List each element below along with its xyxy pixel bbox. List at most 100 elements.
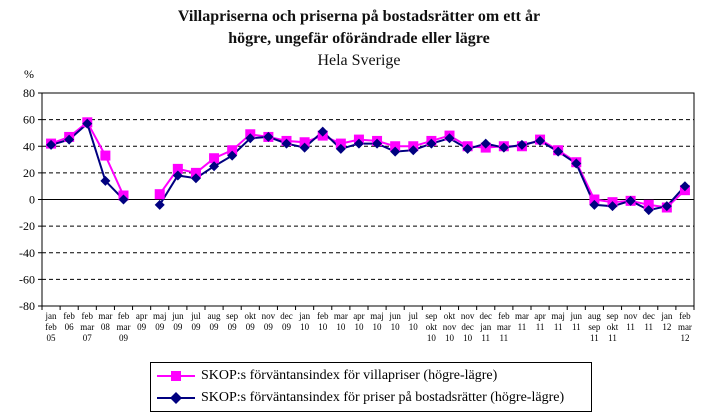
data-point-bostadsratter xyxy=(154,199,165,210)
y-tick-label: -80 xyxy=(19,299,35,313)
x-tick-label: dec 09 xyxy=(280,311,293,332)
data-point-villapriser xyxy=(100,150,111,161)
x-tick-label: feb 06 xyxy=(63,311,75,332)
axes: -80 -60 -40 -20 0 20 40 60 80% jan feb 05 feb 06 feb ma… xyxy=(19,67,695,343)
data-point-bostadsratter xyxy=(64,134,75,145)
series-markers xyxy=(46,117,690,216)
x-tick-label: okt nov 10 xyxy=(443,311,457,343)
data-point-bostadsratter xyxy=(679,181,690,192)
x-tick-label: jan feb 05 xyxy=(45,311,58,343)
y-axis-label: % xyxy=(24,67,34,81)
x-tick-label: jul 09 xyxy=(190,311,201,332)
x-tick-label: maj 10 xyxy=(370,311,384,332)
data-point-bostadsratter xyxy=(372,138,383,149)
data-point-bostadsratter xyxy=(480,138,491,149)
data-point-bostadsratter xyxy=(516,139,527,150)
x-tick-label: apr 10 xyxy=(353,311,365,332)
legend-item-villapriser: SKOP:s förväntansindex för villapriser (… xyxy=(157,366,497,386)
x-tick-label: jun 10 xyxy=(388,311,401,332)
y-tick-label: 0 xyxy=(29,193,35,207)
y-tick-label: 80 xyxy=(23,86,35,100)
data-point-villapriser xyxy=(589,194,600,205)
legend-label-villapriser: SKOP:s förväntansindex för villapriser (… xyxy=(201,368,498,383)
y-tick-label: -40 xyxy=(19,246,35,260)
x-tick-label: apr 09 xyxy=(136,311,148,332)
data-point-bostadsratter xyxy=(462,143,473,154)
y-tick-label: -20 xyxy=(19,219,35,233)
x-tick-label: feb mar 12 xyxy=(678,311,692,343)
x-tick-label: nov dec 10 xyxy=(461,311,475,343)
data-point-villapriser xyxy=(209,153,220,164)
data-point-bostadsratter xyxy=(172,170,183,181)
x-tick-label: feb mar 07 xyxy=(80,311,94,343)
data-point-bostadsratter xyxy=(227,150,238,161)
chart-title-line-2: högre, ungefär oförändrade eller lägre xyxy=(228,30,490,47)
x-tick-label: mar 08 xyxy=(98,311,112,332)
x-tick-label: aug sep 11 xyxy=(588,311,601,343)
data-point-bostadsratter xyxy=(317,126,328,137)
chart-title-line-3: Hela Sverige xyxy=(317,52,401,69)
x-tick-label: sep okt 11 xyxy=(607,311,619,343)
x-tick-label: apr 11 xyxy=(534,311,546,332)
data-point-bostadsratter xyxy=(408,145,419,156)
data-point-bostadsratter xyxy=(281,138,292,149)
x-tick-label: jan 10 xyxy=(298,311,310,332)
data-point-bostadsratter xyxy=(535,135,546,146)
data-point-bostadsratter xyxy=(299,142,310,153)
legend-label-bostadsratter: SKOP:s förväntansindex för priser på bos… xyxy=(201,390,565,405)
data-point-bostadsratter xyxy=(426,138,437,149)
x-tick-label: jun 11 xyxy=(570,311,583,332)
data-point-villapriser xyxy=(335,138,346,149)
x-tick-label: maj 09 xyxy=(153,311,167,332)
series-line-bostadsratter-part-1 xyxy=(50,121,125,201)
data-point-bostadsratter xyxy=(100,175,111,186)
x-tick-label: sep 09 xyxy=(226,311,238,332)
series-line-villapriser-part-2 xyxy=(158,133,686,209)
data-point-bostadsratter xyxy=(625,195,636,206)
series-line-villapriser-part-1 xyxy=(50,120,125,196)
x-tick-label: dec 11 xyxy=(642,311,655,332)
data-point-villapriser xyxy=(172,163,183,174)
data-point-bostadsratter xyxy=(190,173,201,184)
y-tick-label: -60 xyxy=(19,272,35,286)
x-tick-label: mar 10 xyxy=(334,311,348,332)
x-tick-label: jan 12 xyxy=(660,311,672,332)
y-tick-label: 20 xyxy=(23,166,35,180)
legend-item-bostadsratter: SKOP:s förväntansindex för priser på bos… xyxy=(157,388,564,408)
x-tick-label: aug 09 xyxy=(208,311,221,332)
data-point-bostadsratter xyxy=(553,146,564,157)
x-tick-label: mar 11 xyxy=(515,311,529,332)
data-point-bostadsratter xyxy=(335,143,346,154)
data-point-bostadsratter xyxy=(643,205,654,216)
data-point-bostadsratter xyxy=(245,133,256,144)
x-tick-label: okt 09 xyxy=(245,311,257,332)
data-point-bostadsratter xyxy=(444,133,455,144)
data-point-bostadsratter xyxy=(46,139,57,150)
data-point-villapriser xyxy=(643,199,654,210)
chart-title-line-1: Villapriserna och priserna på bostadsrät… xyxy=(177,8,541,25)
data-point-bostadsratter xyxy=(661,201,672,212)
data-point-bostadsratter xyxy=(498,142,509,153)
data-point-bostadsratter xyxy=(118,194,129,205)
data-point-bostadsratter xyxy=(607,201,618,212)
legend-swatch-square-icon xyxy=(157,369,195,383)
data-point-bostadsratter xyxy=(82,118,93,129)
gridlines xyxy=(42,119,694,280)
x-tick-label: sep okt 10 xyxy=(425,311,437,343)
x-tick-label: feb mar 11 xyxy=(497,311,511,343)
data-point-bostadsratter xyxy=(209,161,220,172)
legend: SKOP:s förväntansindex för villapriser (… xyxy=(150,362,592,412)
x-tick-label: maj 11 xyxy=(551,311,565,332)
data-point-bostadsratter xyxy=(353,138,364,149)
data-point-villapriser xyxy=(390,141,401,152)
x-tick-label: jul 10 xyxy=(408,311,419,332)
data-point-villapriser xyxy=(227,145,238,156)
data-point-villapriser xyxy=(190,167,201,178)
x-tick-label: nov 11 xyxy=(624,311,638,332)
legend-swatch-diamond-icon xyxy=(157,391,195,405)
x-tick-label: jun 09 xyxy=(171,311,184,332)
y-tick-label: 40 xyxy=(23,139,35,153)
x-tick-label: dec jan 11 xyxy=(479,311,492,343)
x-tick-label: nov 09 xyxy=(262,311,276,332)
